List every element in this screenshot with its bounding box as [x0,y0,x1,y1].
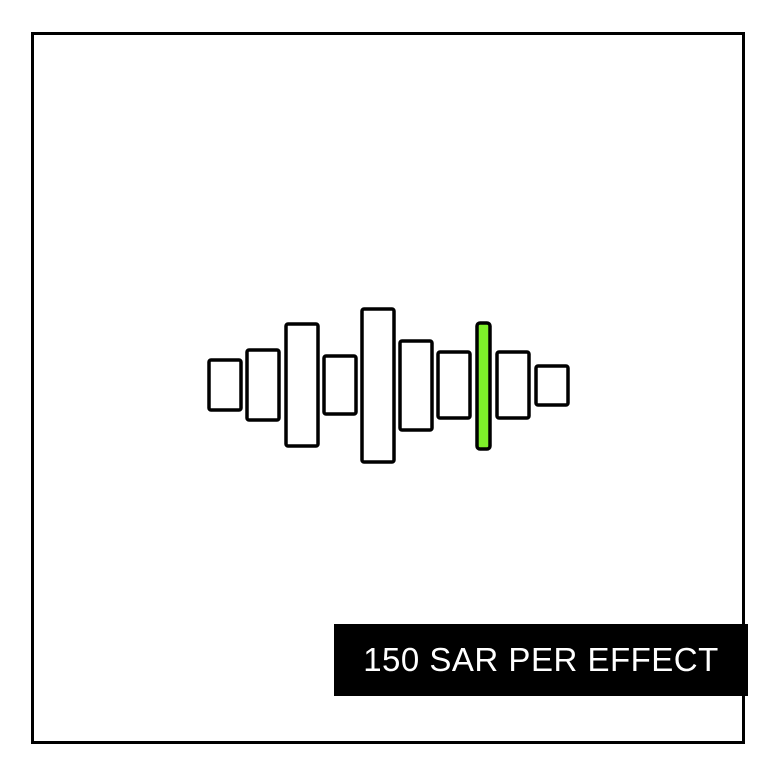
wave-bar-9 [495,350,531,420]
wave-bar-8-highlighted [475,321,492,451]
wave-bar-5 [360,307,396,464]
wave-bar-10 [534,364,570,407]
wave-bar-6 [398,339,434,432]
frame-border [31,32,745,744]
price-banner: 150 SAR PER EFFECT [334,624,748,696]
wave-bar-7 [436,350,472,420]
wave-bar-3 [284,322,320,448]
wave-bar-2 [245,348,281,422]
price-label: 150 SAR PER EFFECT [363,641,719,678]
wave-bar-4 [322,354,358,416]
wave-bar-1 [207,358,243,412]
